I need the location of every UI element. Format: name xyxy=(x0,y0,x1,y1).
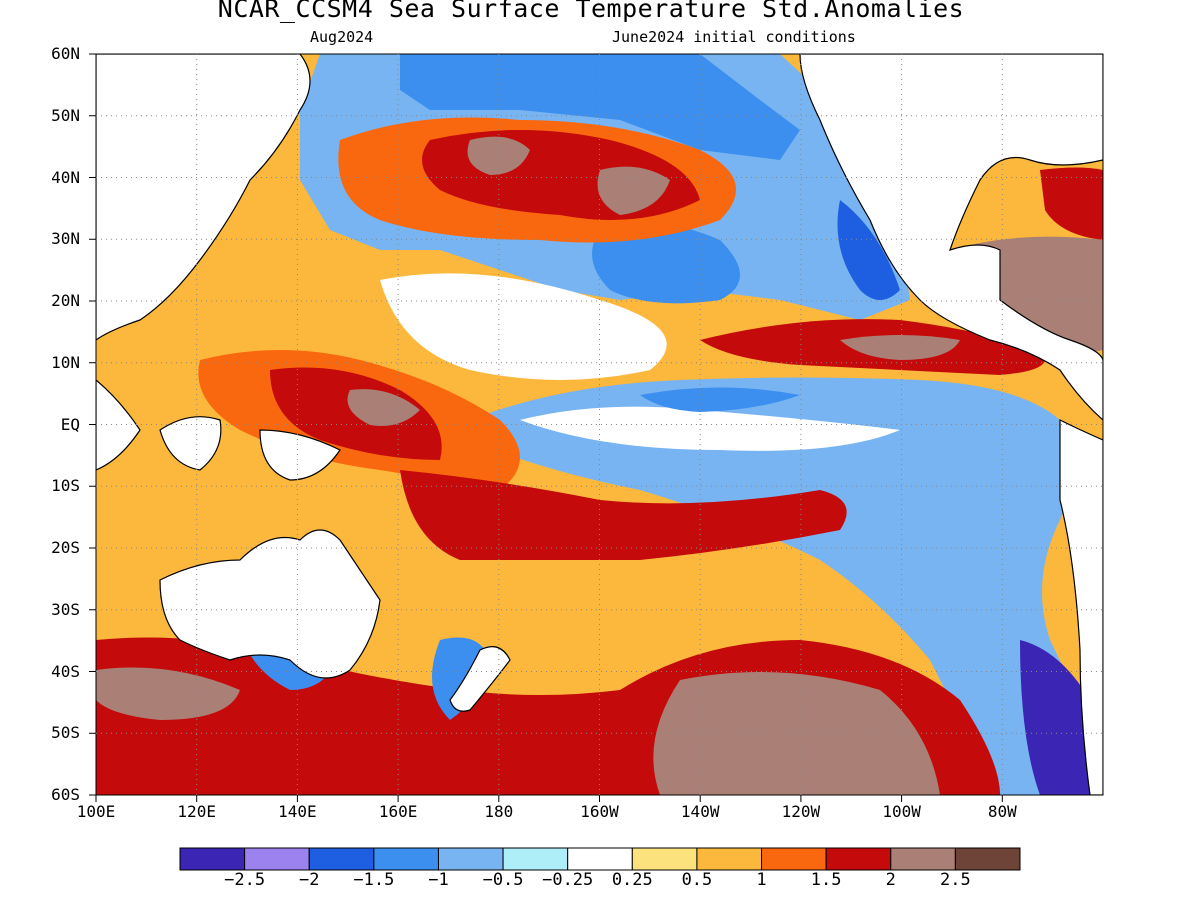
subtropic-neutral xyxy=(380,273,667,380)
hawaii-cold-patch xyxy=(592,222,740,304)
longitude-label: 100E xyxy=(76,802,116,821)
peru-coast-cold xyxy=(1020,640,1103,795)
latitude-label: 20N xyxy=(51,291,80,310)
colorbar-label: −2.5 xyxy=(224,870,266,890)
initial-conditions-label: June2024 initial conditions xyxy=(612,28,856,46)
longitude-label: 140W xyxy=(680,802,720,821)
colorbar-swatch xyxy=(696,847,763,871)
latitude-label: 10S xyxy=(51,476,80,496)
colorbar-label: 2.5 xyxy=(940,870,971,890)
south-extreme-a xyxy=(96,667,240,720)
latitude-label: 30S xyxy=(51,599,80,619)
colorbar-swatch xyxy=(631,847,698,871)
latitude-label: 60N xyxy=(51,44,80,63)
colorbar-label: −1.5 xyxy=(353,870,395,890)
colorbar-swatch xyxy=(954,847,1021,871)
colorbar-swatch xyxy=(890,847,956,871)
colorbar xyxy=(179,847,1021,871)
latitude-label: 40N xyxy=(51,167,80,187)
sumatra-land xyxy=(96,379,141,471)
new-zealand-land xyxy=(449,646,511,712)
latitude-label: 20S xyxy=(51,538,80,557)
colorbar-swatch xyxy=(308,847,375,871)
latitude-label: 50N xyxy=(51,105,80,125)
colorbar-swatch xyxy=(179,847,246,871)
colorbar-label: 1 xyxy=(756,870,767,890)
spcz-warm xyxy=(400,470,847,560)
longitude-label: 120E xyxy=(177,802,216,821)
north-extreme-a xyxy=(467,136,530,175)
south-america-land xyxy=(1059,419,1103,795)
colorbar-label: −2 xyxy=(298,870,320,890)
equatorial-cold-core xyxy=(640,387,800,412)
colorbar-label: 2 xyxy=(885,870,896,890)
equatorial-neutral-core xyxy=(520,406,900,451)
longitude-label: 180 xyxy=(484,802,514,821)
colorbar-swatch xyxy=(437,847,504,871)
colorbar-swatch xyxy=(373,847,439,871)
baja-cold-patch xyxy=(837,200,900,300)
longitude-label: 160W xyxy=(580,802,619,821)
colorbar-label: −0.5 xyxy=(482,870,524,890)
colorbar-swatch xyxy=(825,847,892,871)
longitude-label: 160E xyxy=(378,802,418,821)
north-extreme-b xyxy=(597,166,670,215)
graticule xyxy=(96,54,1103,795)
map-title: NCAR_CCSM4 Sea Surface Temperature Std.A… xyxy=(217,0,965,23)
coastlines xyxy=(96,54,1103,795)
forecast-month-label: Aug2024 xyxy=(310,28,374,46)
latitude-label: 10N xyxy=(51,352,80,372)
colorbar-label: 0.5 xyxy=(681,870,713,890)
north-cold-patch xyxy=(400,54,800,160)
west-pacific-extreme xyxy=(347,389,420,426)
ne-tropical-extreme xyxy=(840,335,960,360)
colorbar-label: 0.25 xyxy=(611,870,653,890)
colorbar-swatch xyxy=(761,847,827,871)
australia-land xyxy=(159,529,381,679)
latitude-label: 60S xyxy=(51,785,80,804)
colorbar-swatch xyxy=(502,847,569,871)
new-guinea-land xyxy=(259,429,341,481)
colorbar-label: −0.25 xyxy=(542,870,594,890)
longitude-label: 100W xyxy=(882,802,921,821)
colorbar-swatch xyxy=(244,847,310,871)
asia-land xyxy=(96,54,311,341)
colorbar-swatch xyxy=(567,847,633,871)
longitude-label: 80W xyxy=(987,802,1017,821)
latitude-label: 40S xyxy=(51,661,80,681)
colorbar-label: −1 xyxy=(428,870,449,890)
axis-ticks xyxy=(89,53,1003,802)
equatorial-cold-tongue xyxy=(470,377,1103,795)
latitude-label: 50S xyxy=(51,723,80,743)
borneo-land xyxy=(159,416,222,471)
latitude-label: 30N xyxy=(51,229,80,249)
longitude-label: 120W xyxy=(781,802,821,821)
latitude-label: EQ xyxy=(60,414,80,434)
longitude-label: 140E xyxy=(278,802,317,821)
colorbar-label: 1.5 xyxy=(810,870,842,890)
atlantic-warm xyxy=(1040,167,1103,240)
